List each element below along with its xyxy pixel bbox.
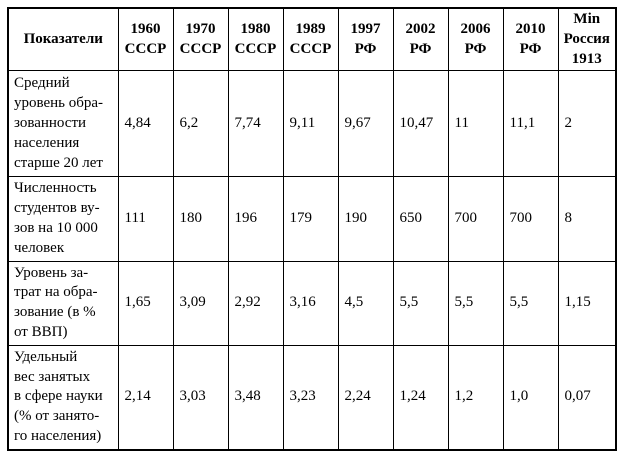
data-cell: 1,15 — [557, 260, 617, 346]
data-cell: 700 — [447, 176, 504, 262]
data-cell: 5,5 — [447, 260, 504, 346]
data-cell: 3,48 — [227, 344, 284, 451]
data-cell: 9,67 — [337, 70, 394, 178]
data-cell: 650 — [392, 176, 449, 262]
data-cell: 111 — [117, 176, 174, 262]
data-cell: 180 — [172, 176, 229, 262]
row-label-students-count: Численность студентов ву- зов на 10 000 … — [7, 176, 119, 262]
header-cell-2006-rf: 2006 РФ — [447, 7, 504, 72]
data-cell: 2 — [557, 70, 617, 178]
statistics-table: Показатели 1960 СССР 1970 СССР 1980 СССР… — [7, 7, 617, 451]
data-cell: 700 — [502, 176, 559, 262]
data-cell: 11 — [447, 70, 504, 178]
data-cell: 7,74 — [227, 70, 284, 178]
data-cell: 4,84 — [117, 70, 174, 178]
header-cell-2002-rf: 2002 РФ — [392, 7, 449, 72]
table-row-students-count: Численность студентов ву- зов на 10 000 … — [7, 176, 617, 262]
table-row-education-spending: Уровень за- трат на обра- зование (в % о… — [7, 260, 617, 346]
data-cell: 0,07 — [557, 344, 617, 451]
data-cell: 5,5 — [502, 260, 559, 346]
data-cell: 9,11 — [282, 70, 339, 178]
data-cell: 196 — [227, 176, 284, 262]
table-header-row: Показатели 1960 СССР 1970 СССР 1980 СССР… — [7, 7, 617, 72]
row-label-education-level: Средний уровень обра- зованности населен… — [7, 70, 119, 178]
data-cell: 8 — [557, 176, 617, 262]
data-cell: 190 — [337, 176, 394, 262]
data-cell: 1,0 — [502, 344, 559, 451]
row-label-education-spending: Уровень за- трат на обра- зование (в % о… — [7, 260, 119, 346]
data-cell: 11,1 — [502, 70, 559, 178]
data-cell: 1,24 — [392, 344, 449, 451]
data-cell: 6,2 — [172, 70, 229, 178]
header-cell-indicators: Показатели — [7, 7, 119, 72]
table-row-science-employment: Удельный вес занятых в сфере науки (% от… — [7, 344, 617, 451]
header-cell-1960-ussr: 1960 СССР — [117, 7, 174, 72]
data-cell: 2,14 — [117, 344, 174, 451]
data-cell: 10,47 — [392, 70, 449, 178]
data-cell: 5,5 — [392, 260, 449, 346]
table-row-education-level: Средний уровень обра- зованности населен… — [7, 70, 617, 178]
data-cell: 179 — [282, 176, 339, 262]
data-cell: 3,16 — [282, 260, 339, 346]
header-cell-2010-rf: 2010 РФ — [502, 7, 559, 72]
data-cell: 2,24 — [337, 344, 394, 451]
data-cell: 1,2 — [447, 344, 504, 451]
row-label-science-employment: Удельный вес занятых в сфере науки (% от… — [7, 344, 119, 451]
document-page: Показатели 1960 СССР 1970 СССР 1980 СССР… — [7, 7, 617, 451]
data-cell: 3,23 — [282, 344, 339, 451]
header-cell-1997-rf: 1997 РФ — [337, 7, 394, 72]
header-cell-1989-ussr: 1989 СССР — [282, 7, 339, 72]
data-cell: 1,65 — [117, 260, 174, 346]
header-cell-1980-ussr: 1980 СССР — [227, 7, 284, 72]
data-cell: 2,92 — [227, 260, 284, 346]
data-cell: 3,09 — [172, 260, 229, 346]
header-cell-1970-ussr: 1970 СССР — [172, 7, 229, 72]
header-cell-min-russia-1913: Min Россия 1913 — [557, 7, 617, 72]
data-cell: 3,03 — [172, 344, 229, 451]
data-cell: 4,5 — [337, 260, 394, 346]
